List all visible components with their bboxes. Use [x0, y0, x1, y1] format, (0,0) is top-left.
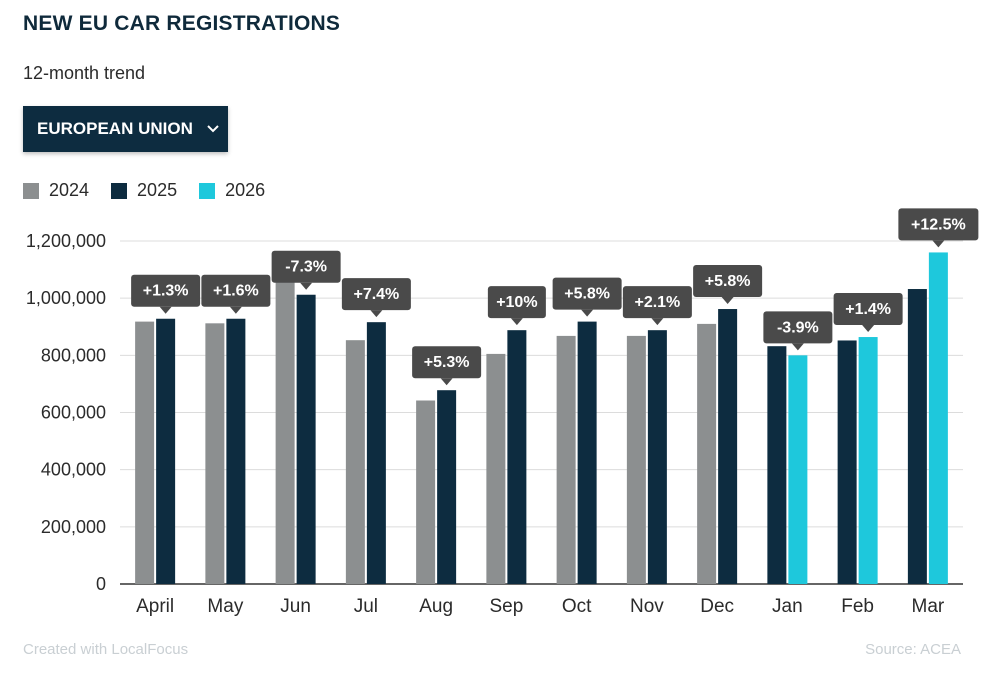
change-bubble-pointer — [862, 325, 875, 333]
change-label: +12.5% — [911, 216, 966, 233]
footer-credit[interactable]: Created with LocalFocus — [23, 641, 189, 658]
legend-swatch — [23, 182, 39, 199]
y-tick-label: 400,000 — [41, 460, 106, 480]
change-bubble — [131, 274, 201, 307]
bar-2025-aug — [437, 390, 457, 584]
x-tick-label: April — [136, 596, 174, 617]
change-bubble-pointer — [581, 309, 594, 317]
y-tick-label: 0 — [96, 574, 106, 594]
change-label: +1.6% — [213, 283, 259, 300]
change-label: +2.1% — [634, 294, 680, 311]
x-tick-label: Jan — [772, 596, 803, 617]
change-bubble — [201, 274, 271, 307]
x-tick-label: Aug — [419, 596, 453, 617]
bar-2025-may — [226, 318, 246, 584]
legend-item-2025[interactable]: 2025 — [111, 180, 177, 201]
bar-2024-aug — [416, 400, 436, 584]
change-bubble-pointer — [932, 240, 945, 248]
change-bubble-pointer — [229, 306, 242, 314]
bar-2026-feb — [858, 337, 878, 584]
bar-2026-mar — [928, 252, 948, 584]
bar-2025-sep — [507, 330, 527, 584]
change-label: +7.4% — [353, 286, 399, 303]
y-tick-label: 600,000 — [41, 403, 106, 423]
legend-label: 2025 — [137, 180, 178, 200]
change-bubble-pointer — [159, 306, 172, 314]
change-bubble — [412, 346, 482, 379]
bar-2025-april — [156, 318, 176, 584]
bar-2024-sep — [486, 353, 506, 584]
bar-2024-jul — [345, 340, 365, 584]
chevron-down-icon — [207, 125, 219, 133]
y-tick-label: 1,200,000 — [26, 231, 106, 251]
change-label: +1.3% — [143, 283, 189, 300]
x-tick-label: Nov — [630, 596, 664, 617]
change-bubble — [898, 208, 979, 241]
legend-item-2026[interactable]: 2026 — [199, 180, 265, 201]
legend-swatch — [199, 182, 216, 199]
change-label: -3.9% — [777, 319, 819, 336]
change-bubble — [833, 293, 903, 326]
change-label: +5.3% — [424, 354, 470, 371]
x-tick-label: Feb — [841, 596, 874, 617]
change-bubble-pointer — [300, 282, 313, 290]
change-bubble — [622, 286, 692, 319]
bar-2025-nov — [647, 330, 667, 584]
bar-2024-dec — [697, 323, 717, 584]
change-label: +5.8% — [705, 273, 751, 290]
legend-swatch — [111, 182, 128, 199]
change-label: +10% — [496, 294, 537, 311]
bar-2025-mar — [907, 289, 927, 584]
bar-2024-oct — [556, 335, 576, 584]
bar-2025-feb — [837, 340, 857, 584]
change-bubble — [271, 250, 341, 283]
change-bubble-pointer — [510, 318, 523, 326]
y-tick-label: 800,000 — [41, 345, 106, 365]
change-bubble-pointer — [721, 297, 734, 305]
x-tick-label: Dec — [700, 596, 734, 617]
change-label: -7.3% — [285, 259, 327, 276]
chart-legend: 2024 2025 2026 — [23, 180, 287, 201]
bar-2024-april — [135, 321, 155, 584]
change-bubble — [487, 286, 546, 319]
bar-2024-may — [205, 323, 225, 584]
legend-item-2024[interactable]: 2024 — [23, 180, 89, 201]
change-bubble — [552, 277, 622, 310]
x-tick-label: Mar — [912, 596, 945, 617]
x-tick-label: Jul — [354, 596, 378, 617]
bar-2025-jul — [366, 322, 386, 584]
change-bubble-pointer — [440, 378, 453, 386]
bar-2025-jun — [296, 294, 316, 584]
change-bubble-pointer — [791, 343, 804, 351]
legend-label: 2024 — [49, 180, 90, 200]
x-tick-label: Oct — [562, 596, 592, 617]
x-tick-label: Jun — [280, 596, 311, 617]
y-tick-label: 200,000 — [41, 517, 106, 537]
bar-2025-dec — [718, 309, 738, 584]
change-bubble-pointer — [370, 310, 383, 318]
chart-subtitle: 12-month trend — [23, 63, 146, 83]
region-dropdown-label: EUROPEAN UNION — [37, 119, 193, 138]
change-bubble — [341, 278, 411, 311]
bar-2026-jan — [788, 355, 808, 584]
y-tick-label: 1,000,000 — [26, 288, 106, 308]
footer-source: Source: ACEA — [865, 641, 961, 658]
change-bubble — [693, 265, 763, 298]
legend-label: 2026 — [225, 180, 266, 200]
change-bubble — [763, 311, 833, 344]
chart-title: NEW EU CAR REGISTRATIONS — [23, 12, 341, 35]
bar-2024-nov — [626, 335, 646, 584]
bar-2025-oct — [577, 321, 597, 584]
change-bubble-pointer — [651, 318, 664, 326]
bar-2025-jan — [767, 346, 787, 584]
change-label: +1.4% — [845, 301, 891, 318]
change-label: +5.8% — [564, 286, 610, 303]
bar-2024-jun — [275, 272, 295, 584]
x-tick-label: Sep — [489, 596, 523, 617]
x-tick-label: May — [207, 596, 243, 617]
region-dropdown[interactable]: EUROPEAN UNION — [23, 106, 228, 152]
